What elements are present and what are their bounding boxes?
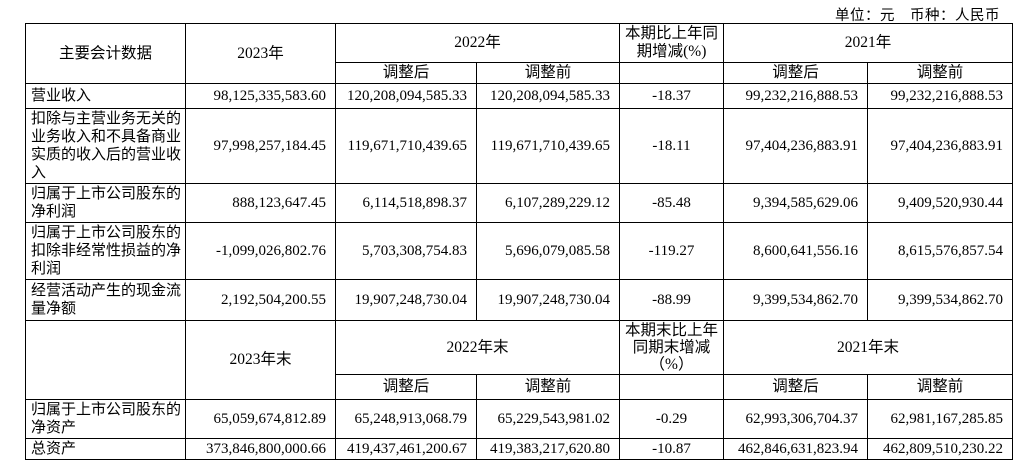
header-empty-label xyxy=(25,320,186,400)
value-cell: 462,846,631,823.94 xyxy=(723,438,869,460)
subheader-2021-adjusted: 调整后 xyxy=(723,62,869,84)
value-cell: 97,998,257,184.45 xyxy=(185,108,336,184)
value-cell: 2,192,504,200.55 xyxy=(185,279,336,321)
value-cell: 9,399,534,862.70 xyxy=(723,279,869,321)
header-2022: 2022年 xyxy=(334,23,621,63)
table-row: 扣除与主营业务无关的业务收入和不具备商业实质的收入后的营业收入 97,998,2… xyxy=(25,108,1014,184)
row-label: 归属于上市公司股东的净利润 xyxy=(25,183,186,223)
subheader-2022-adjusted: 调整后 xyxy=(335,62,477,84)
table-row: 归属于上市公司股东的净利润 888,123,647.45 6,114,518,8… xyxy=(25,183,1014,223)
value-cell: 65,059,674,812.89 xyxy=(185,399,336,439)
value-cell: 462,809,510,230.22 xyxy=(867,438,1014,460)
value-cell: 97,404,236,883.91 xyxy=(867,108,1014,184)
value-cell: 120,208,094,585.33 xyxy=(475,83,621,109)
subheader-2022end-adjusted: 调整后 xyxy=(335,374,477,400)
change-cell: -119.27 xyxy=(619,222,725,280)
value-cell: 19,907,248,730.04 xyxy=(475,279,621,321)
row-label: 扣除与主营业务无关的业务收入和不具备商业实质的收入后的营业收入 xyxy=(25,108,186,184)
value-cell: 419,383,217,620.80 xyxy=(475,438,621,460)
value-cell: 5,696,079,085.58 xyxy=(475,222,621,280)
subheader-2021end-adjusted: 调整后 xyxy=(723,374,869,400)
unit-currency-caption: 单位：元 币种：人民币 xyxy=(835,8,1000,24)
subheader-2021-before: 调整前 xyxy=(867,62,1014,84)
subheader-2021end-before: 调整前 xyxy=(867,374,1014,400)
value-cell: 9,399,534,862.70 xyxy=(867,279,1014,321)
subheader-change-empty xyxy=(619,374,725,400)
value-cell: 5,703,308,754.83 xyxy=(335,222,477,280)
change-cell: -85.48 xyxy=(619,183,725,223)
change-cell: -18.37 xyxy=(619,83,725,109)
row-label: 营业收入 xyxy=(25,83,186,109)
header-2023-end: 2023年末 xyxy=(185,320,336,400)
value-cell: 373,846,800,000.66 xyxy=(185,438,336,460)
table-row: 主要会计数据 2023年 2022年 本期比上年同期增减(%) 2021年 xyxy=(25,23,1014,84)
value-cell: -1,099,026,802.76 xyxy=(185,222,336,280)
table-row: 归属于上市公司股东的扣除非经常性损益的净利润 -1,099,026,802.76… xyxy=(25,222,1014,280)
row-label: 经营活动产生的现金流量净额 xyxy=(25,279,186,321)
header-2021-end: 2021年末 xyxy=(723,320,1014,375)
table-row: 营业收入 98,125,335,583.60 120,208,094,585.3… xyxy=(25,83,1014,109)
value-cell: 65,229,543,981.02 xyxy=(475,399,621,439)
value-cell: 98,125,335,583.60 xyxy=(185,83,336,109)
value-cell: 62,993,306,704.37 xyxy=(723,399,869,439)
header-2022-end: 2022年末 xyxy=(334,320,621,375)
header-yoy-change: 本期比上年同期增减(%) xyxy=(619,23,725,63)
row-label: 归属于上市公司股东的扣除非经常性损益的净利润 xyxy=(25,222,186,280)
value-cell: 97,404,236,883.91 xyxy=(723,108,869,184)
change-cell: -10.87 xyxy=(619,438,725,460)
financial-table: 主要会计数据 2023年 2022年 本期比上年同期增减(%) 2021年 调整… xyxy=(25,23,1014,460)
value-cell: 119,671,710,439.65 xyxy=(335,108,477,184)
table-row: 归属于上市公司股东的净资产 65,059,674,812.89 65,248,9… xyxy=(25,399,1014,439)
change-cell: -0.29 xyxy=(619,399,725,439)
value-cell: 6,114,518,898.37 xyxy=(335,183,477,223)
value-cell: 119,671,710,439.65 xyxy=(475,108,621,184)
header-period-end-change: 本期末比上年同期末增减（%） xyxy=(619,320,725,375)
change-cell: -18.11 xyxy=(619,108,725,184)
subheader-change-empty xyxy=(619,62,725,84)
value-cell: 8,600,641,556.16 xyxy=(723,222,869,280)
value-cell: 19,907,248,730.04 xyxy=(335,279,477,321)
value-cell: 888,123,647.45 xyxy=(185,183,336,223)
table-row: 2023年末 2022年末 本期末比上年同期末增减（%） 2021年末 xyxy=(25,320,1014,400)
change-cell: -88.99 xyxy=(619,279,725,321)
header-2021: 2021年 xyxy=(723,23,1014,63)
value-cell: 6,107,289,229.12 xyxy=(475,183,621,223)
value-cell: 120,208,094,585.33 xyxy=(335,83,477,109)
header-main-accounting-data: 主要会计数据 xyxy=(25,23,186,84)
value-cell: 9,394,585,629.06 xyxy=(723,183,869,223)
value-cell: 62,981,167,285.85 xyxy=(867,399,1014,439)
header-2023: 2023年 xyxy=(185,23,336,84)
value-cell: 99,232,216,888.53 xyxy=(867,83,1014,109)
row-label: 归属于上市公司股东的净资产 xyxy=(25,399,186,439)
row-label: 总资产 xyxy=(25,438,186,460)
value-cell: 99,232,216,888.53 xyxy=(723,83,869,109)
value-cell: 9,409,520,930.44 xyxy=(867,183,1014,223)
value-cell: 419,437,461,200.67 xyxy=(335,438,477,460)
subheader-2022-before: 调整前 xyxy=(475,62,621,84)
table-row: 总资产 373,846,800,000.66 419,437,461,200.6… xyxy=(25,438,1014,460)
subheader-2022end-before: 调整前 xyxy=(475,374,621,400)
value-cell: 65,248,913,068.79 xyxy=(335,399,477,439)
value-cell: 8,615,576,857.54 xyxy=(867,222,1014,280)
table-row: 经营活动产生的现金流量净额 2,192,504,200.55 19,907,24… xyxy=(25,279,1014,321)
